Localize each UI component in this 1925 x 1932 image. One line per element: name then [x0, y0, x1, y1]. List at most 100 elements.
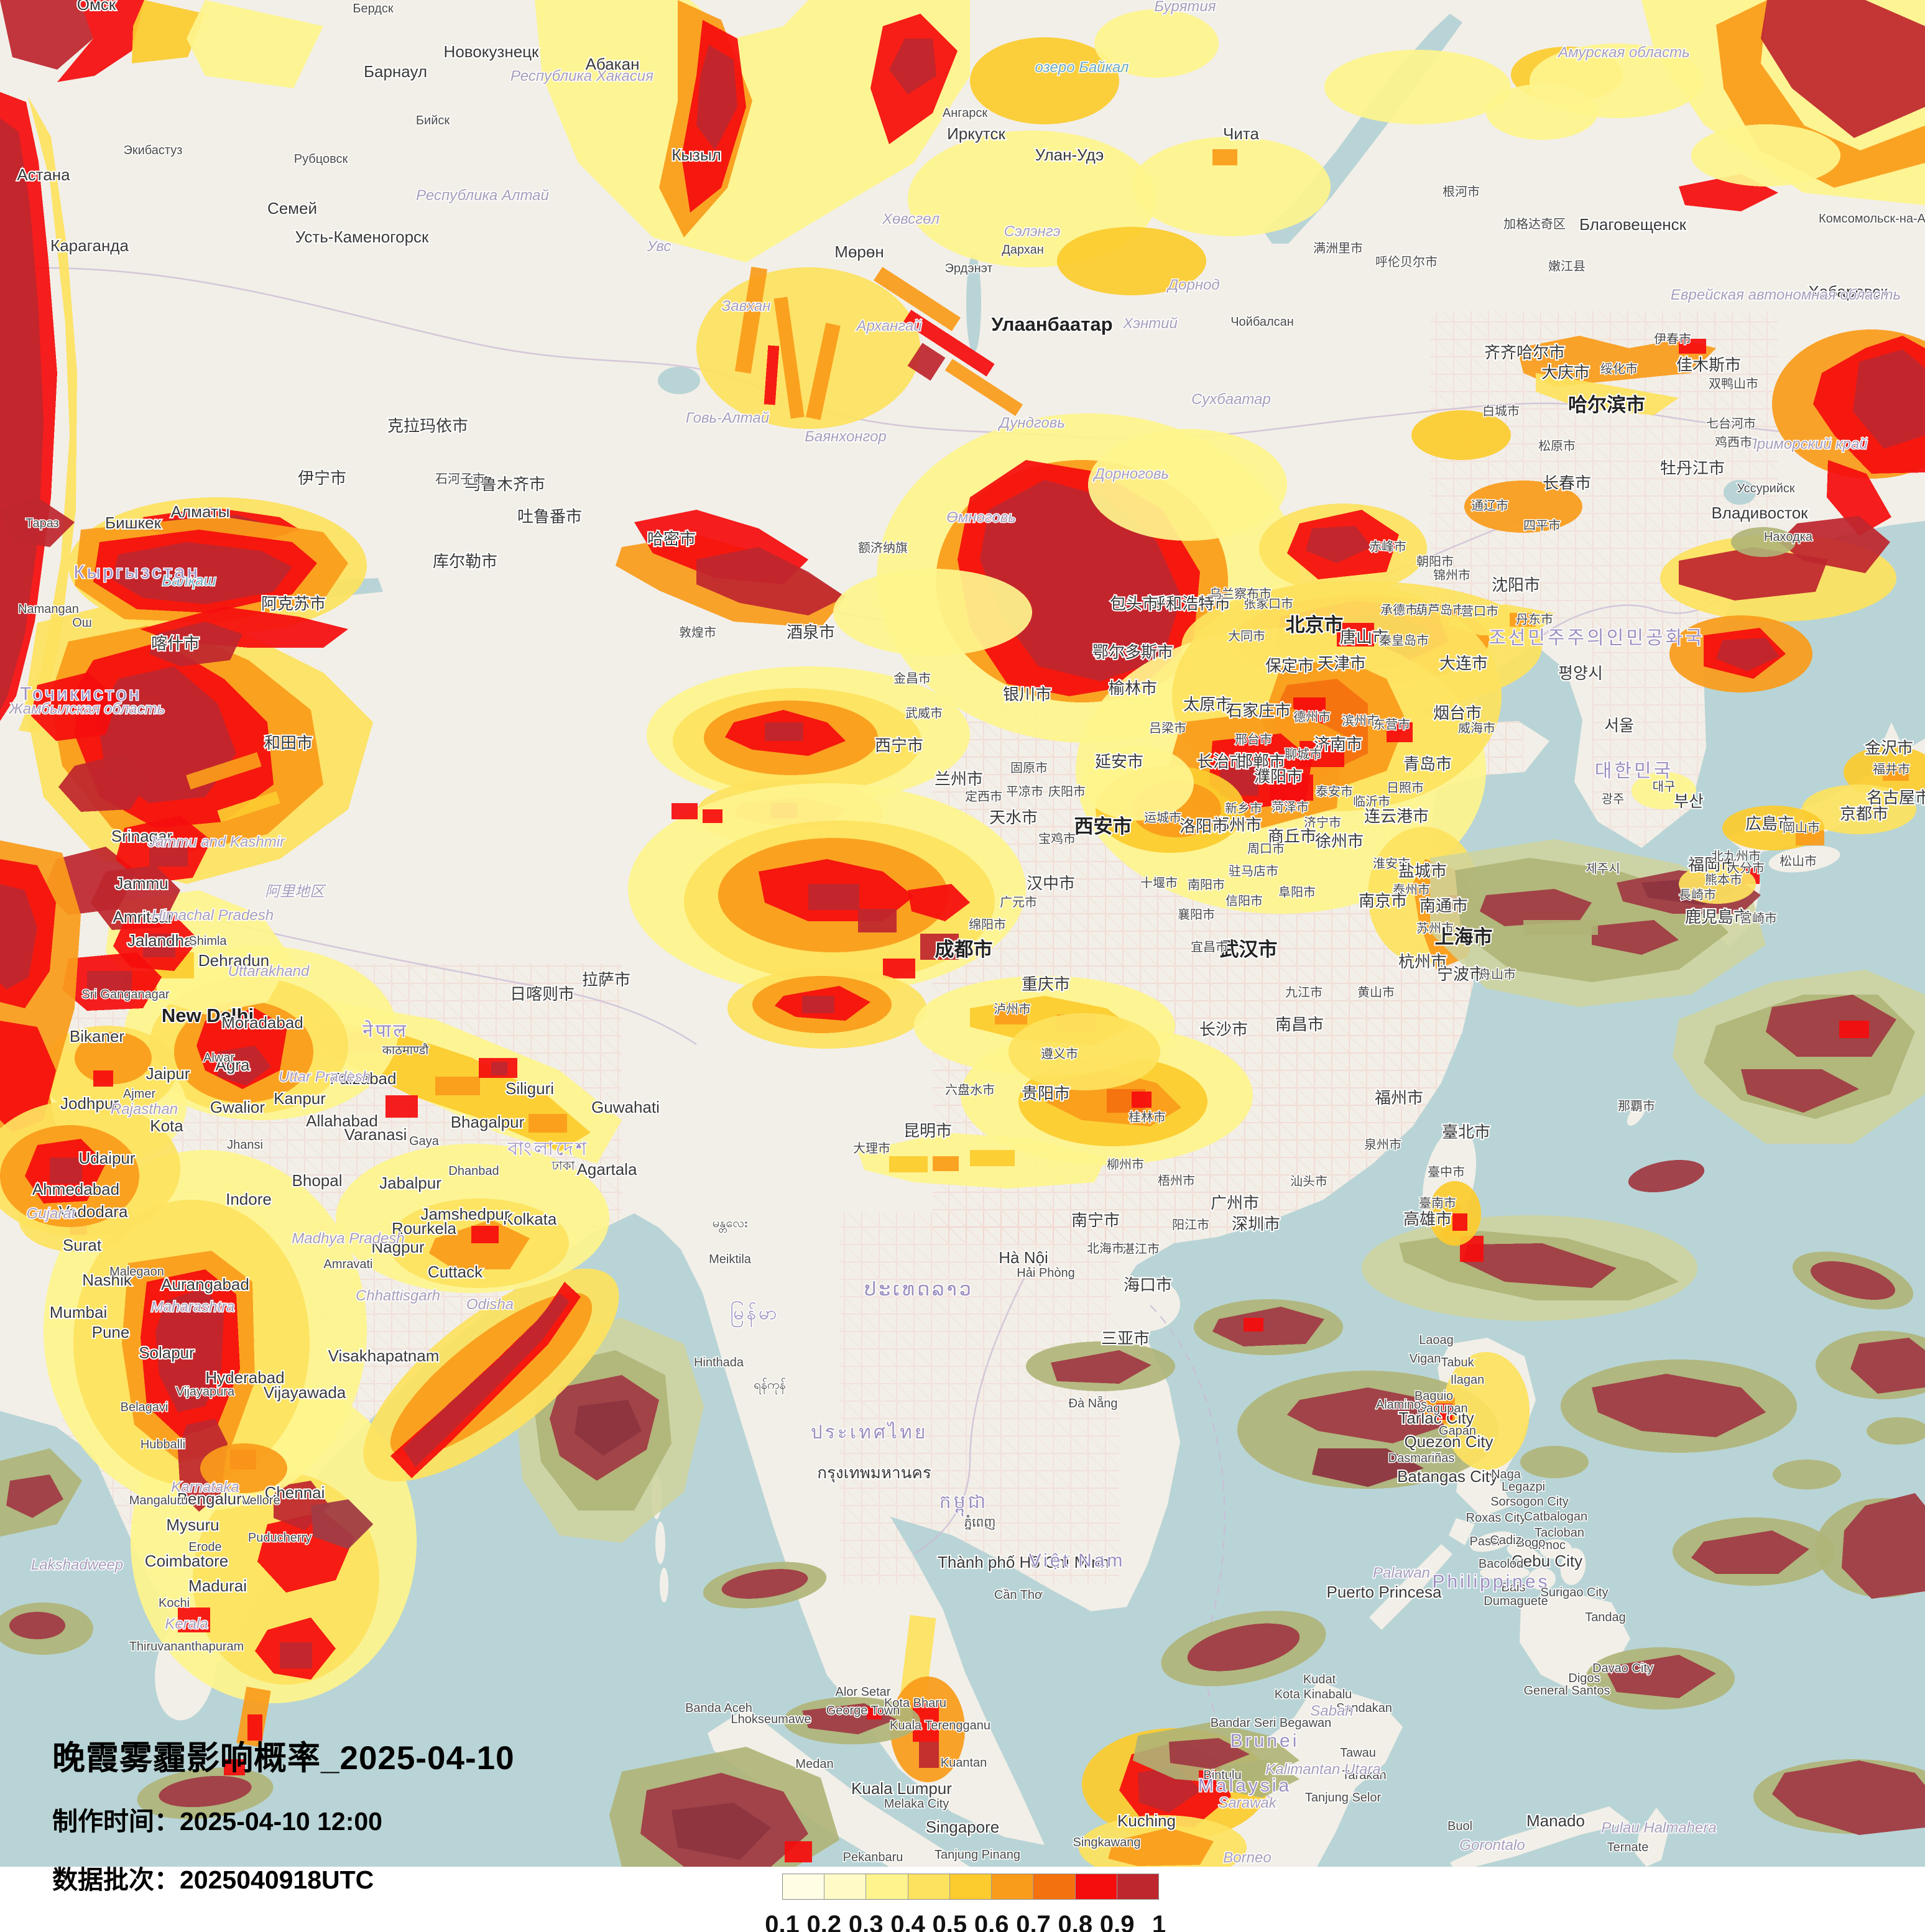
map-label: 郑州市: [1213, 816, 1262, 834]
map-label: 阳江市: [1172, 1218, 1209, 1232]
map-label: 桂林市: [1129, 1110, 1166, 1125]
map-label: Karnataka: [171, 1479, 239, 1496]
map-label: Banda Aceh: [685, 1701, 752, 1715]
map-label: 重庆市: [1022, 975, 1070, 993]
map-label: Находка: [1764, 530, 1813, 544]
map-label: Kota Bharu: [884, 1696, 946, 1710]
map-label: 泰安市: [1316, 784, 1353, 799]
map-label: Хөвсгөл: [882, 211, 940, 228]
map-label: 武汉市: [1220, 939, 1278, 960]
map-label: Uttarakhand: [228, 963, 310, 980]
map-label: Madhya Pradesh: [292, 1230, 404, 1247]
map-label: 高雄市: [1403, 1210, 1452, 1228]
map-label: 十堰市: [1140, 876, 1178, 890]
map-label: Hà Nội: [999, 1248, 1048, 1267]
map-label: 那覇市: [1618, 1099, 1655, 1113]
legend-tick: 0.2: [806, 1911, 842, 1932]
map-label: 庆阳市: [1048, 784, 1086, 799]
map-label: Surigao City: [1541, 1586, 1609, 1599]
production-time: 制作时间：2025-04-10 12:00: [52, 1800, 515, 1838]
map-label: Belagavi: [121, 1401, 168, 1414]
map-label: 额济纳旗: [858, 541, 908, 555]
map-label: 朝阳市: [1416, 554, 1454, 569]
map-label: Chennai: [265, 1483, 325, 1502]
map-label: 金沢市: [1865, 738, 1913, 757]
map-label: 双鸭山市: [1709, 377, 1758, 391]
map-label: Bikaner: [70, 1027, 124, 1046]
map-label: Nagpur: [371, 1238, 425, 1256]
map-label: 宜昌市: [1191, 940, 1228, 954]
map-label: Барнаул: [364, 62, 427, 81]
map-label: Alaminos: [1376, 1398, 1427, 1412]
map-label: 평양시: [1558, 664, 1603, 683]
map-label: Philippines: [1432, 1571, 1549, 1592]
map-label: Lhokseumawe: [731, 1713, 811, 1726]
map-label: Thành phố Hồ Chí Minh: [938, 1553, 1109, 1571]
map-label: Kalimantan Utara: [1265, 1761, 1380, 1778]
map-label: 银川市: [1003, 685, 1051, 704]
map-label: 太原市: [1183, 695, 1232, 714]
map-label: Mumbai: [50, 1303, 107, 1322]
map-label: Buol: [1447, 1819, 1472, 1833]
map-label: Hải Phòng: [1017, 1266, 1074, 1280]
map-label: 酒泉市: [787, 623, 835, 642]
map-label: Увс: [647, 238, 672, 255]
legend-cell: [1075, 1874, 1117, 1899]
map-label: 拉萨市: [582, 970, 630, 989]
map-label: Алматы: [171, 502, 230, 521]
map-label: Bacolod: [1479, 1557, 1523, 1571]
map-label: Мөрөн: [834, 242, 884, 261]
map-label: 固原市: [1010, 761, 1048, 775]
map-label: 乌鲁木齐市: [464, 475, 545, 494]
map-label: Jalandhar: [127, 931, 199, 950]
map-label: 北京市: [1286, 614, 1344, 636]
map-label: 阿里地区: [265, 883, 326, 900]
map-label: Guwahati: [591, 1098, 660, 1116]
map-label: 长沙市: [1199, 1020, 1248, 1039]
map-label: Ilagan: [1451, 1373, 1485, 1387]
map-label: Баянхонгор: [805, 428, 887, 445]
map-container[interactable]: Омск Бердск Новокузнецк Абакан Барнаул Бийск Р…: [0, 0, 1925, 1867]
map-label: Комсомольск-на-Амуре: [1819, 212, 1925, 226]
map-label: 洛阳市: [1179, 817, 1228, 835]
legend-tick: 0.8: [1058, 1911, 1093, 1932]
map-label: Jhansi: [227, 1138, 263, 1152]
map-label: Чита: [1223, 124, 1259, 143]
map-label: 大庆市: [1541, 363, 1590, 382]
map-label: 三亚市: [1101, 1329, 1150, 1348]
title-block: 晚霞雾霾影响概率_2025-04-10 制作时间：2025-04-10 12:0…: [52, 1732, 515, 1896]
map-label: 青岛市: [1403, 755, 1452, 773]
map-label: 赤峰市: [1369, 540, 1406, 554]
map-label: 临沂市: [1353, 794, 1390, 809]
map-label: Dasmariñas: [1388, 1451, 1455, 1465]
map-label: 黄山市: [1357, 985, 1395, 1000]
map-label: 濮阳市: [1254, 767, 1303, 786]
map-label: ประเทศไทย: [811, 1421, 928, 1443]
map-label: 襄阳市: [1178, 908, 1215, 922]
map-label: Sri Ganganagar: [81, 988, 170, 1001]
map-label: 威海市: [1458, 721, 1495, 735]
legend-cell: [783, 1874, 825, 1899]
map-label: Ajmer: [123, 1087, 156, 1101]
map-label: Экибастуз: [124, 144, 183, 157]
map-label: 九江市: [1285, 985, 1323, 1000]
map-label: Erode: [188, 1540, 221, 1554]
map-labels: Омск Бердск Новокузнецк Абакан Барнаул Бийск Р…: [7, 0, 1925, 1867]
map-label: Malaysia: [1198, 1775, 1291, 1796]
map-label: 丹东市: [1516, 612, 1553, 627]
map-label: 鹿児島市: [1685, 908, 1750, 926]
map-label: Bandar Seri Begawan: [1211, 1716, 1332, 1730]
map-label: Laoag: [1419, 1333, 1454, 1347]
map-label: 福井市: [1873, 762, 1910, 776]
map-label: Gwalior: [210, 1098, 265, 1116]
map-label: ປະເທດລາວ: [864, 1279, 973, 1300]
map-label: 上海市: [1435, 926, 1493, 948]
map-label: Mysuru: [166, 1516, 219, 1534]
production-time-label: 制作时间：: [52, 1807, 180, 1836]
map-label: Melaka City: [884, 1797, 949, 1811]
map-label: 徐州市: [1315, 832, 1364, 850]
map-label: 喀什市: [151, 634, 200, 653]
legend: 0.1 0.2 0.3 0.4 0.5 0.6 0.7 0.8 0.9 1: [765, 1874, 1166, 1932]
map-label: Gaya: [409, 1134, 440, 1148]
map-label: Sorsogon City: [1490, 1495, 1569, 1509]
